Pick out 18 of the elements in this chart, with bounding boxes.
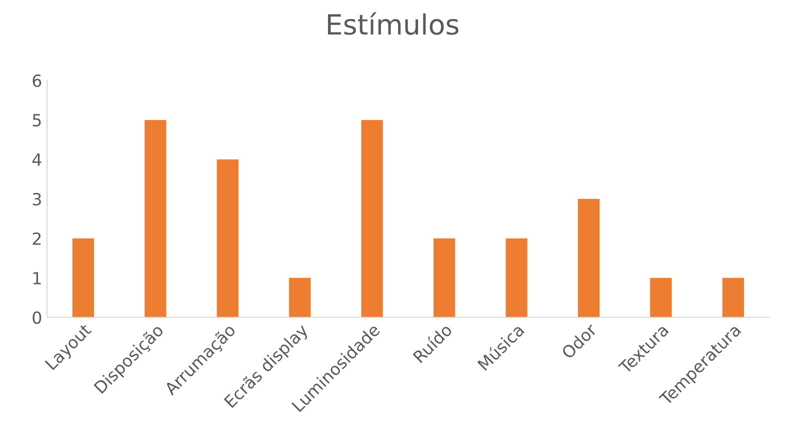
chart-title: Estímulos (328, 12, 458, 35)
y-tick-label: 1 (33, 272, 41, 284)
bar (361, 120, 383, 318)
bar (506, 238, 528, 318)
bar (578, 198, 600, 318)
bar (216, 159, 238, 318)
y-tick-label: 4 (32, 154, 42, 166)
bar (433, 238, 456, 318)
y-tick-label: 5 (32, 114, 41, 127)
bar (144, 120, 166, 318)
y-tick-label: 6 (32, 74, 42, 88)
bar (72, 238, 94, 318)
y-tick-label: 3 (32, 192, 41, 206)
bar (650, 278, 672, 318)
y-tick-label: 0 (32, 311, 42, 324)
bar (722, 278, 744, 318)
bar (289, 278, 311, 318)
y-tick-label: 2 (32, 232, 41, 245)
